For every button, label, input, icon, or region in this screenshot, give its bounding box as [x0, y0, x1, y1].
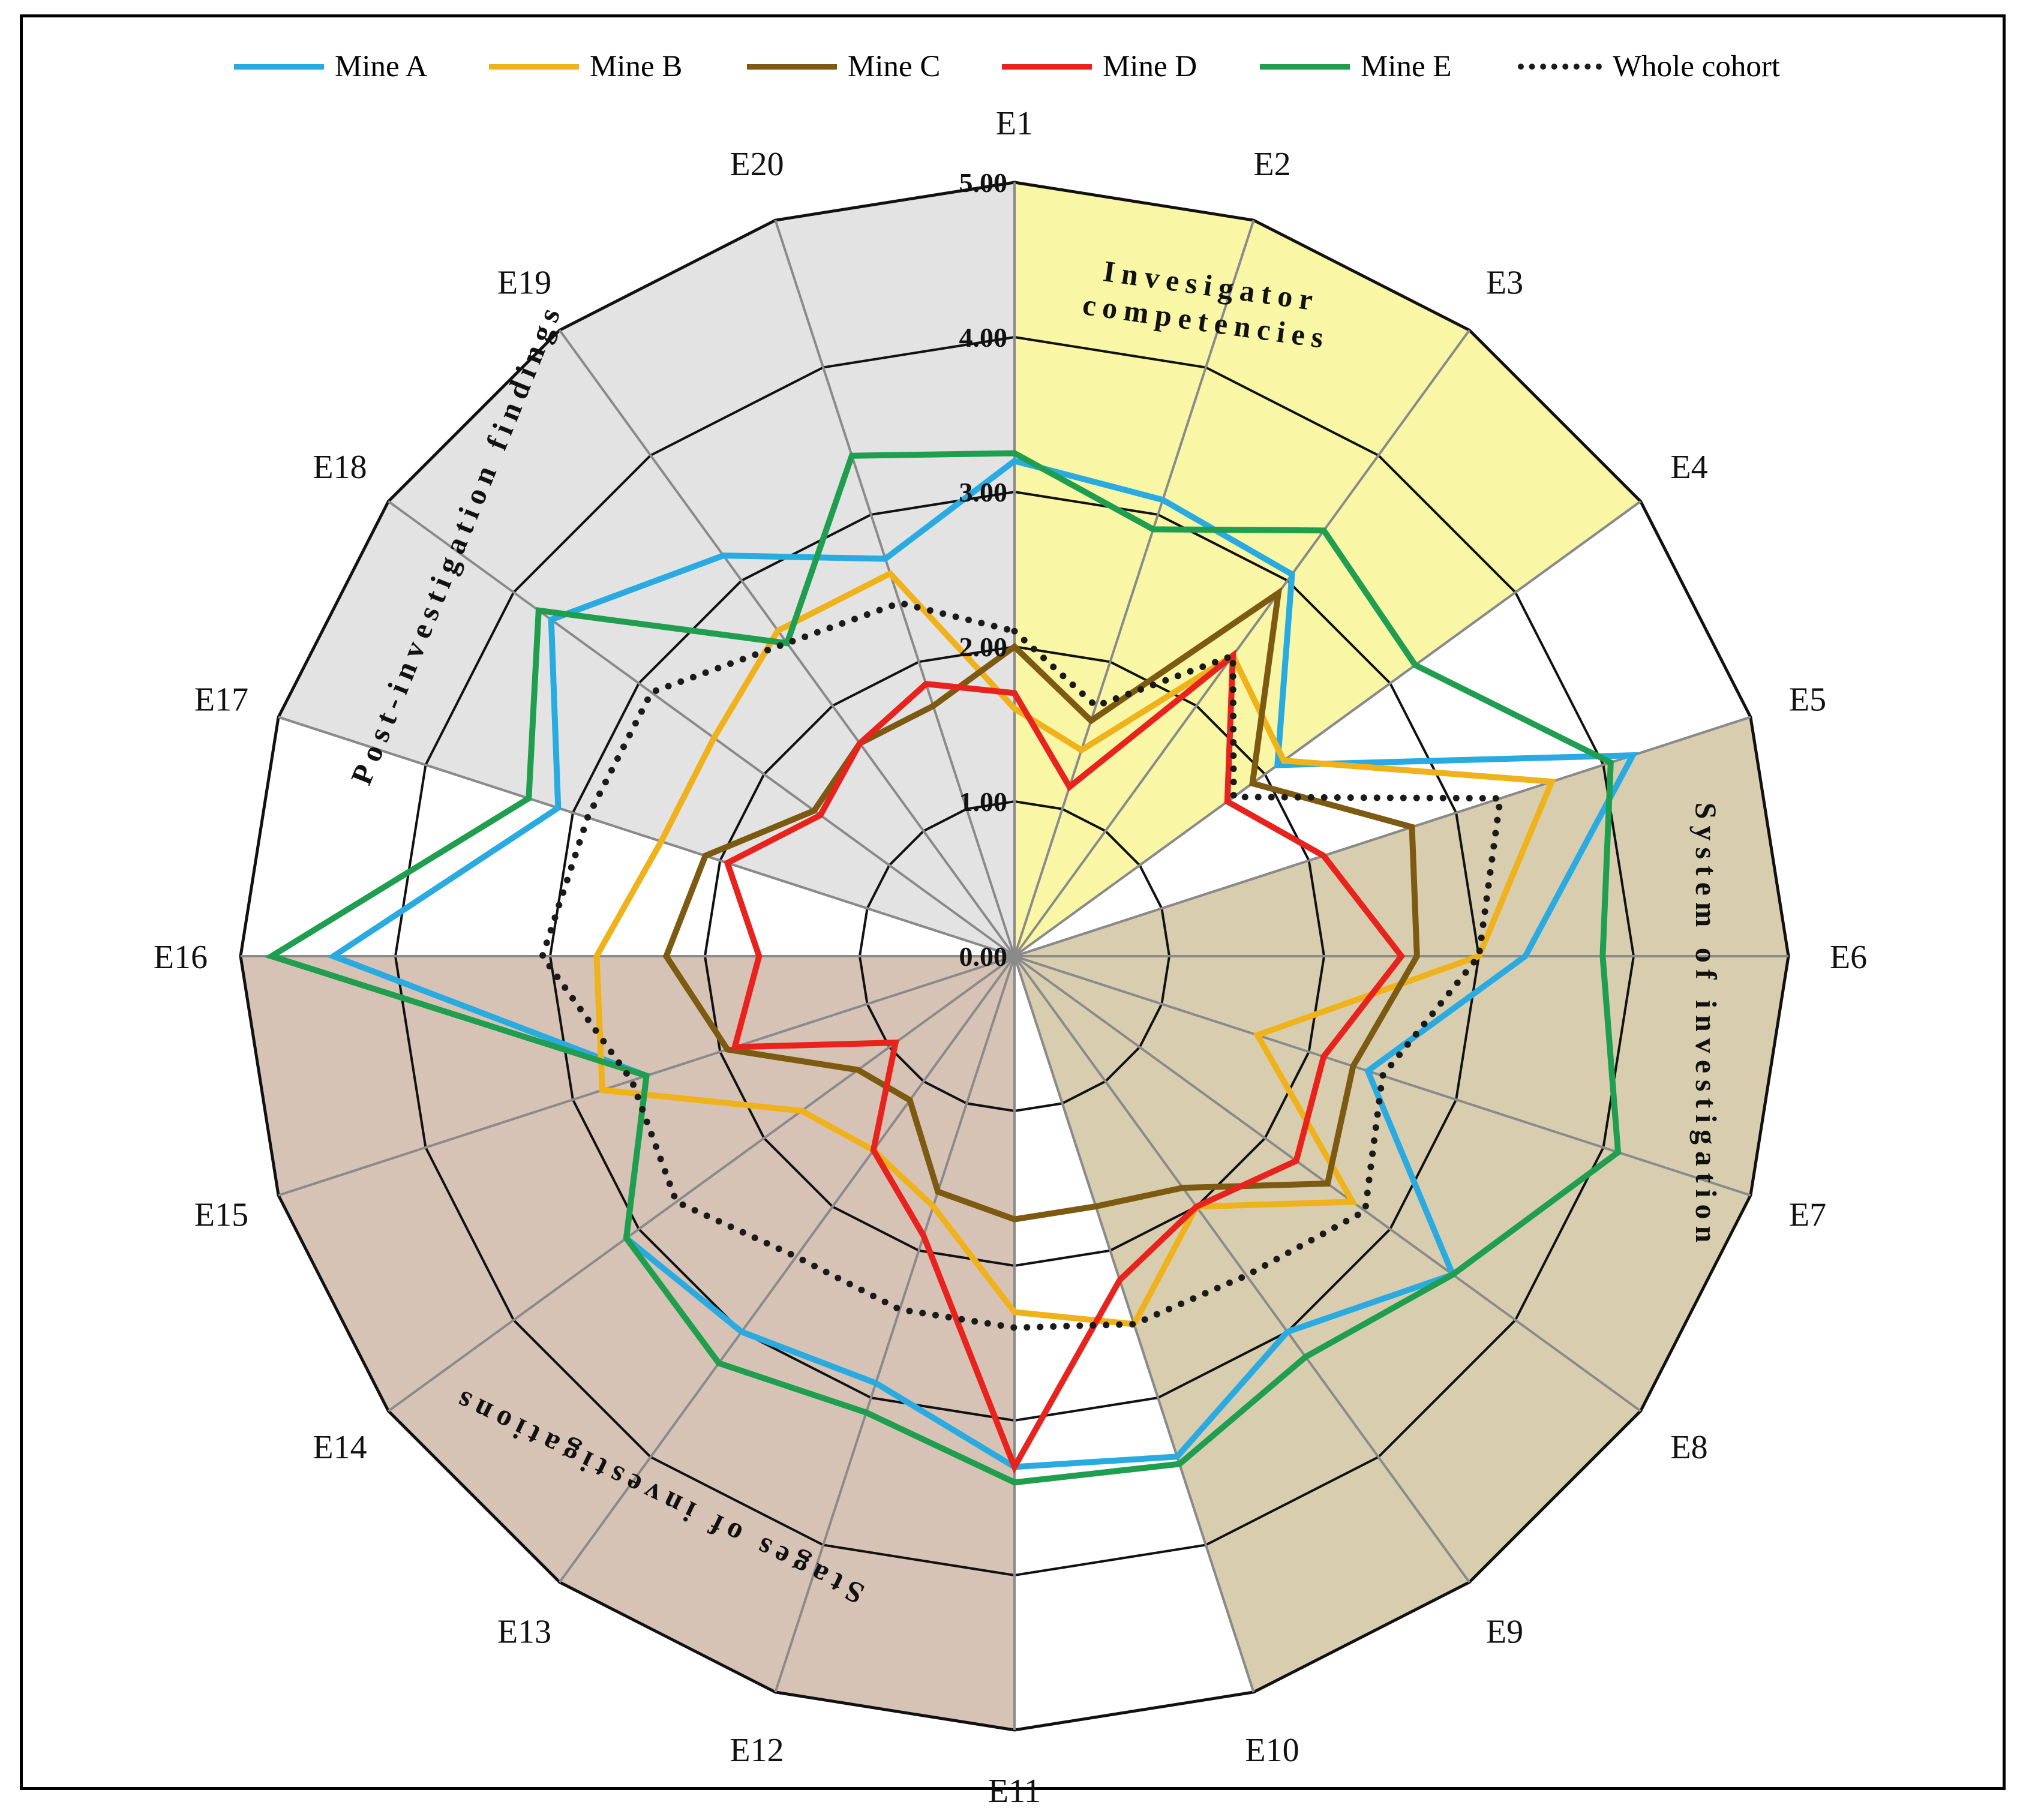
category-label-e16: E16	[154, 939, 208, 976]
category-label-e15: E15	[194, 1197, 248, 1234]
category-label-e10: E10	[1245, 1732, 1299, 1769]
r-tick-label: 1.00	[959, 786, 1008, 817]
r-tick-label: 2.00	[959, 632, 1008, 662]
legend-label-whole-cohort: Whole cohort	[1613, 50, 1780, 83]
legend-label-mine-a: Mine A	[335, 50, 428, 83]
category-label-e18: E18	[313, 449, 367, 486]
category-label-e17: E17	[194, 681, 248, 719]
legend-item-mine-a: Mine A	[234, 46, 427, 88]
r-tick-label: 5.00	[959, 167, 1008, 198]
legend-item-mine-b: Mine B	[489, 46, 682, 88]
series-line-mine-d	[724, 649, 1406, 1474]
spoke-e18	[388, 500, 1016, 957]
category-label-e8: E8	[1670, 1429, 1707, 1466]
category-label-e6: E6	[1830, 939, 1867, 976]
legend-label-mine-c: Mine C	[848, 50, 941, 83]
category-label-e11: E11	[988, 1773, 1041, 1810]
r-tick-label: 0.00	[959, 941, 1008, 972]
category-label-e19: E19	[497, 265, 551, 302]
legend-swatch-mine-e	[1260, 64, 1350, 70]
category-label-e4: E4	[1670, 449, 1707, 486]
series-line-whole-cohort	[539, 599, 1504, 1331]
sector-title-2: System of investigation	[1689, 803, 1723, 1250]
spoke-e4	[1013, 500, 1641, 957]
series-layer	[264, 450, 1638, 1486]
category-label-e2: E2	[1253, 146, 1290, 183]
chart-frame	[20, 14, 2006, 1790]
legend-swatch-mine-d	[1002, 64, 1092, 70]
spoke-e2	[1013, 220, 1255, 957]
legend: Mine A Mine B Mine C Mine D Mine E Whole…	[0, 46, 2029, 88]
legend-swatch-whole-cohort	[1518, 64, 1602, 70]
category-label-e9: E9	[1486, 1614, 1523, 1651]
spoke-e12	[774, 956, 1016, 1693]
legend-swatch-mine-b	[489, 64, 579, 70]
sector-title-line: System of investigation	[1689, 803, 1723, 1250]
legend-item-mine-d: Mine D	[1002, 46, 1197, 88]
legend-label-mine-e: Mine E	[1361, 50, 1452, 83]
legend-swatch-mine-a	[234, 64, 324, 70]
r-tick-label: 4.00	[959, 322, 1008, 353]
spoke-e13	[559, 955, 1016, 1583]
category-label-e3: E3	[1486, 265, 1523, 302]
spoke-e17	[278, 716, 1015, 957]
category-label-e12: E12	[730, 1732, 784, 1769]
category-label-e14: E14	[313, 1429, 367, 1466]
category-label-e20: E20	[730, 146, 784, 183]
legend-label-mine-b: Mine B	[590, 50, 683, 83]
sector-4	[277, 181, 1016, 958]
spoke-e14	[388, 955, 1016, 1412]
category-label-e13: E13	[497, 1614, 551, 1651]
category-label-e7: E7	[1789, 1197, 1826, 1234]
spoke-e3	[1013, 329, 1470, 957]
legend-label-mine-d: Mine D	[1103, 50, 1197, 83]
category-label-e1: E1	[996, 105, 1033, 142]
legend-swatch-mine-c	[747, 64, 837, 70]
category-label-e5: E5	[1789, 681, 1826, 719]
spoke-e20	[774, 220, 1016, 957]
spoke-e9	[1013, 955, 1470, 1583]
r-tick-label: 3.00	[959, 477, 1008, 507]
series-line-mine-b	[593, 569, 1556, 1328]
series-line-mine-c	[662, 587, 1420, 1223]
legend-item-mine-c: Mine C	[747, 46, 940, 88]
grid-layer	[239, 181, 1790, 1732]
legend-item-whole-cohort: Whole cohort	[1518, 46, 1780, 88]
legend-item-mine-e: Mine E	[1260, 46, 1452, 88]
series-line-mine-e	[264, 450, 1622, 1486]
